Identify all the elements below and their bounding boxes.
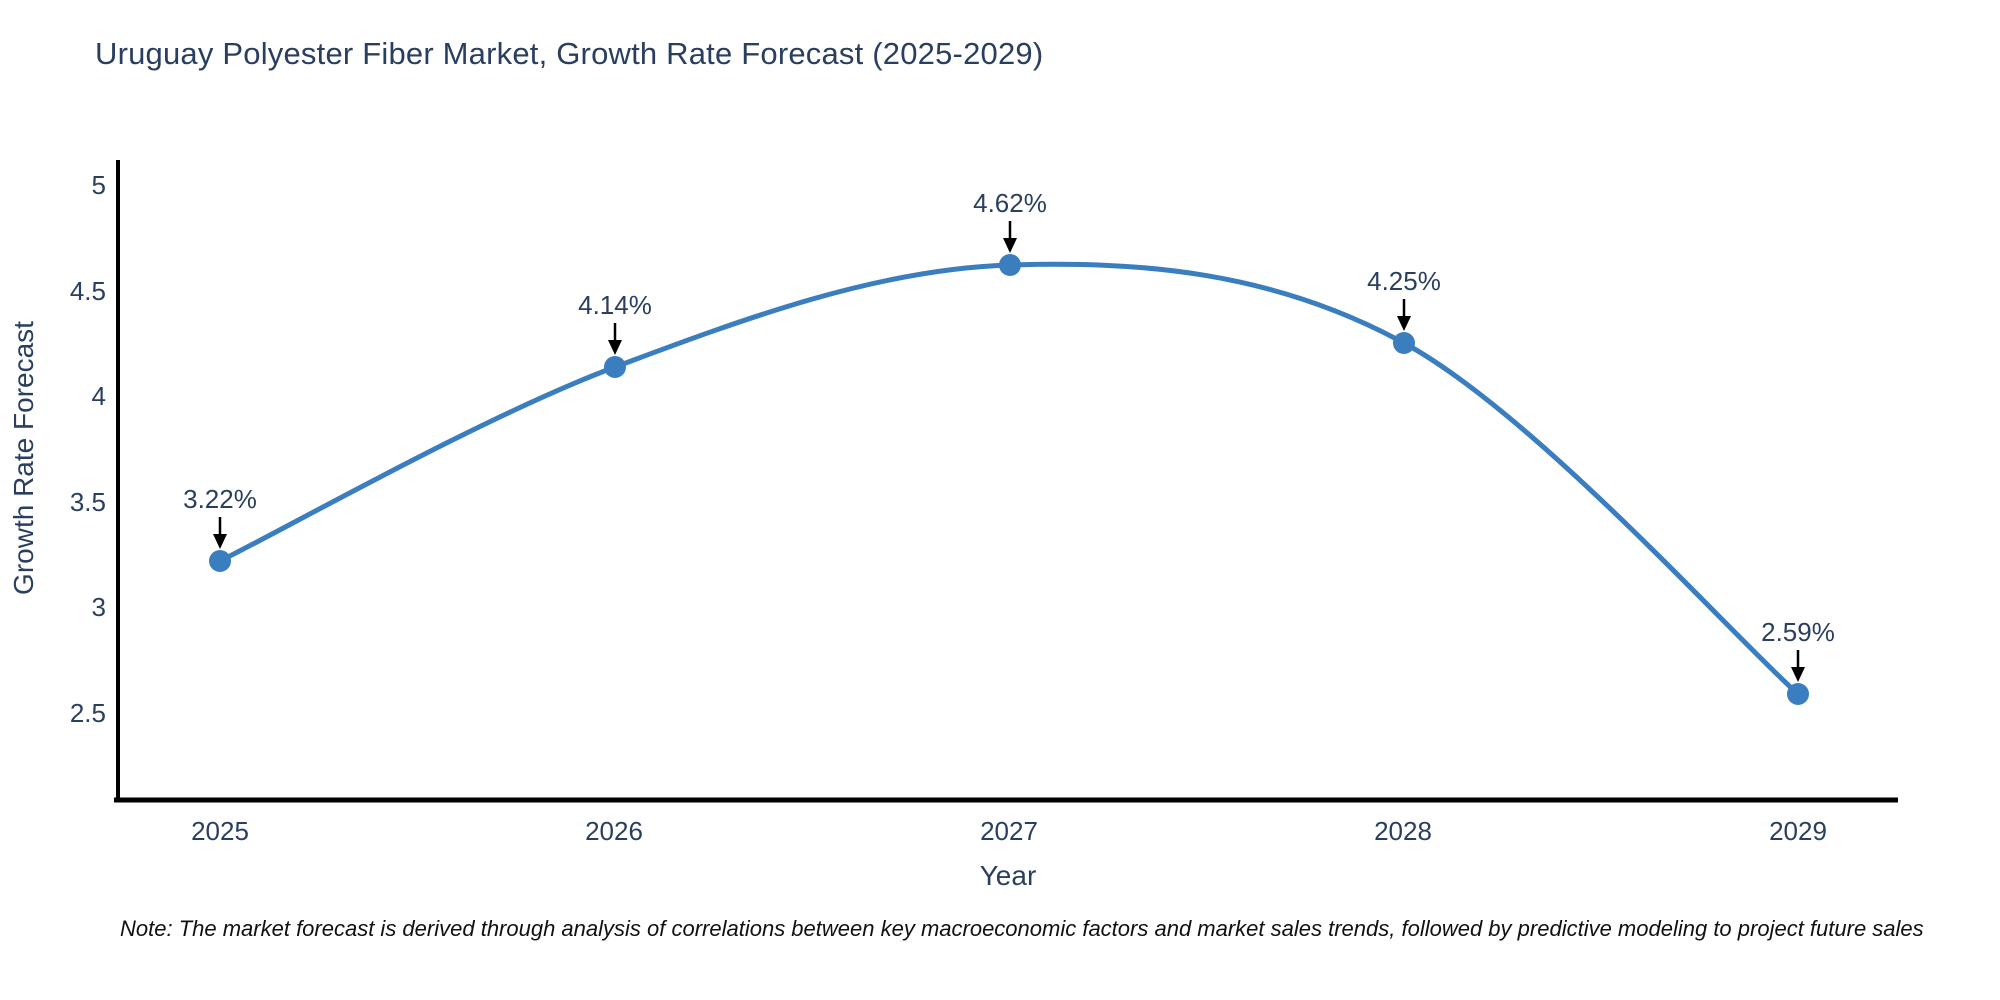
y-tick-label: 4.5: [70, 276, 106, 306]
annotation-arrowhead-icon: [1003, 238, 1017, 253]
y-tick-label: 3: [92, 592, 106, 622]
x-tick-label: 2026: [585, 816, 643, 846]
annotation-2028: 4.25%: [1367, 266, 1441, 331]
annotation-label: 2.59%: [1761, 617, 1835, 647]
series-line: [217, 261, 1801, 697]
y-tick-label: 4: [92, 381, 106, 411]
x-tick-label: 2025: [191, 816, 249, 846]
annotation-2027: 4.62%: [973, 188, 1047, 253]
data-point-2025[interactable]: [209, 550, 231, 572]
x-axis-title: Year: [980, 860, 1037, 891]
footnote: Note: The market forecast is derived thr…: [120, 916, 1924, 941]
y-tick-label: 3.5: [70, 487, 106, 517]
annotation-arrowhead-icon: [213, 534, 227, 549]
annotation-label: 3.22%: [183, 484, 257, 514]
annotation-arrowhead-icon: [1791, 667, 1805, 682]
annotation-arrowhead-icon: [608, 340, 622, 355]
annotation-2029: 2.59%: [1761, 617, 1835, 682]
data-point-2027[interactable]: [999, 254, 1021, 276]
y-axis-title: Growth Rate Forecast: [8, 321, 39, 595]
chart-title: Uruguay Polyester Fiber Market, Growth R…: [95, 36, 1044, 71]
data-point-2026[interactable]: [604, 356, 626, 378]
annotation-2025: 3.22%: [183, 484, 257, 549]
data-point-2028[interactable]: [1393, 332, 1415, 354]
annotation-2026: 4.14%: [578, 290, 652, 355]
x-tick-label: 2028: [1374, 816, 1432, 846]
annotation-arrowhead-icon: [1397, 316, 1411, 331]
data-point-2029[interactable]: [1787, 683, 1809, 705]
annotation-label: 4.62%: [973, 188, 1047, 218]
x-tick-label: 2029: [1769, 816, 1827, 846]
annotation-label: 4.14%: [578, 290, 652, 320]
x-tick-label: 2027: [980, 816, 1038, 846]
y-tick-label: 5: [92, 170, 106, 200]
annotation-label: 4.25%: [1367, 266, 1441, 296]
y-tick-label: 2.5: [70, 698, 106, 728]
